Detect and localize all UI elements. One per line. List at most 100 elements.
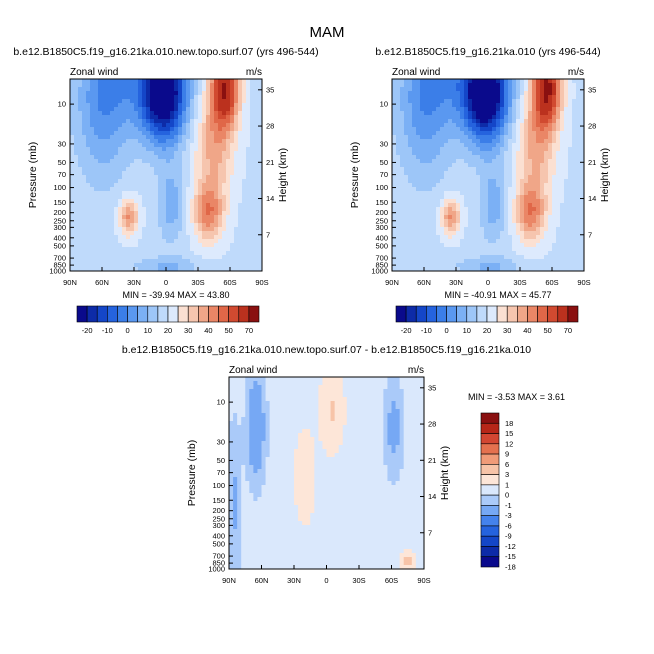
field-cell [78,123,83,128]
field-cell [118,175,123,180]
field-cell [158,171,163,176]
field-cell [440,219,445,224]
field-cell [238,207,243,212]
field-cell [142,235,147,240]
field-cell [174,91,179,96]
field-cell [564,87,569,92]
field-cell [476,195,481,200]
field-cell [456,187,461,192]
field-cell [202,267,207,272]
field-cell [524,147,529,152]
field-cell [86,175,91,180]
field-cell [138,143,143,148]
field-cell [174,99,179,104]
field-cell [350,385,356,390]
field-cell [428,211,433,216]
field-cell [476,139,481,144]
field-cell [94,127,99,132]
field-cell [166,183,171,188]
field-cell [508,91,513,96]
field-cell [241,389,246,394]
field-cell [206,235,211,240]
field-cell [544,79,549,84]
field-cell [400,103,405,108]
field-cell [186,187,191,192]
field-cell [536,195,541,200]
field-cell [404,143,409,148]
field-cell [146,119,151,124]
field-cell [552,119,557,124]
field-cell [246,223,251,228]
field-cell [508,123,513,128]
field-cell [532,227,537,232]
field-cell [404,227,409,232]
field-cell [146,263,151,268]
field-cell [452,183,457,188]
field-cell [230,131,235,136]
field-cell [154,79,159,84]
field-cell [492,199,497,204]
field-cell [536,183,541,188]
field-cell [416,143,421,148]
field-cell [544,251,549,256]
field-cell [194,179,199,184]
field-cell [576,267,581,272]
field-cell [484,231,489,236]
field-cell [432,131,437,136]
field-cell [277,389,283,394]
field-cell [476,111,481,116]
field-cell [500,187,505,192]
field-cell [468,83,473,88]
field-cell [82,239,87,244]
x-tick-label: 90N [385,278,399,287]
field-cell [222,171,227,176]
field-cell [576,147,581,152]
field-cell [82,215,87,220]
field-cell [158,259,163,264]
field-cell [464,263,469,268]
field-cell [536,167,541,172]
field-cell [556,259,561,264]
field-cell [134,211,139,216]
field-cell [560,259,565,264]
field-cell [428,183,433,188]
field-cell [142,95,147,100]
field-cell [512,223,517,228]
field-cell [146,79,151,84]
field-cell [391,377,397,382]
field-cell [242,151,247,156]
field-cell [130,243,135,248]
field-cell [74,115,79,120]
field-cell [237,381,242,386]
field-cell [415,377,421,382]
field-cell [512,231,517,236]
field-cell [198,167,203,172]
field-cell [98,207,103,212]
field-cell [214,131,219,136]
field-cell [134,187,139,192]
field-cell [210,195,215,200]
field-cell [258,87,263,92]
field-cell [118,231,123,236]
field-cell [118,203,123,208]
field-cell [70,135,75,140]
field-cell [114,127,119,132]
field-cell [452,187,457,192]
field-cell [488,187,493,192]
colorbar-swatch [567,305,579,323]
field-cell [500,147,505,152]
field-cell [170,155,175,160]
left-label: Zonal wind [229,365,277,376]
field-cell [484,203,489,208]
field-cell [178,159,183,164]
field-cell [214,259,219,264]
field-cell [404,151,409,156]
field-cell [234,267,239,272]
field-cell [540,107,545,112]
field-cell [198,215,203,220]
field-cell [122,247,127,252]
field-cell [524,259,529,264]
field-cell [78,135,83,140]
field-cell [432,195,437,200]
field-cell [552,263,557,268]
